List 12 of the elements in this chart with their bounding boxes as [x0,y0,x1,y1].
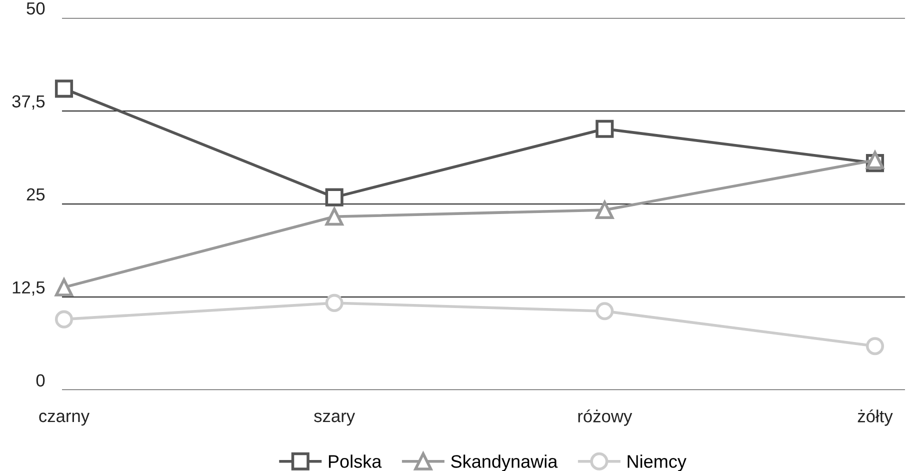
x-tick-label: różowy [578,409,632,426]
y-tick-label: 37,5 [12,95,45,110]
x-tick-label: żółty [858,409,893,426]
x-tick-label: szary [314,412,356,426]
y-tick-label: 12,5 [12,281,45,296]
y-tick-label: 0 [36,374,45,387]
y-tick-label: 25 [26,188,45,201]
y-tick-label: 50 [26,2,45,15]
x-tick-label: czarny [39,412,90,426]
legend-label: Polska [328,454,382,468]
legend-label: Niemcy [628,454,686,471]
legend-label: Skandynawia [451,454,558,471]
